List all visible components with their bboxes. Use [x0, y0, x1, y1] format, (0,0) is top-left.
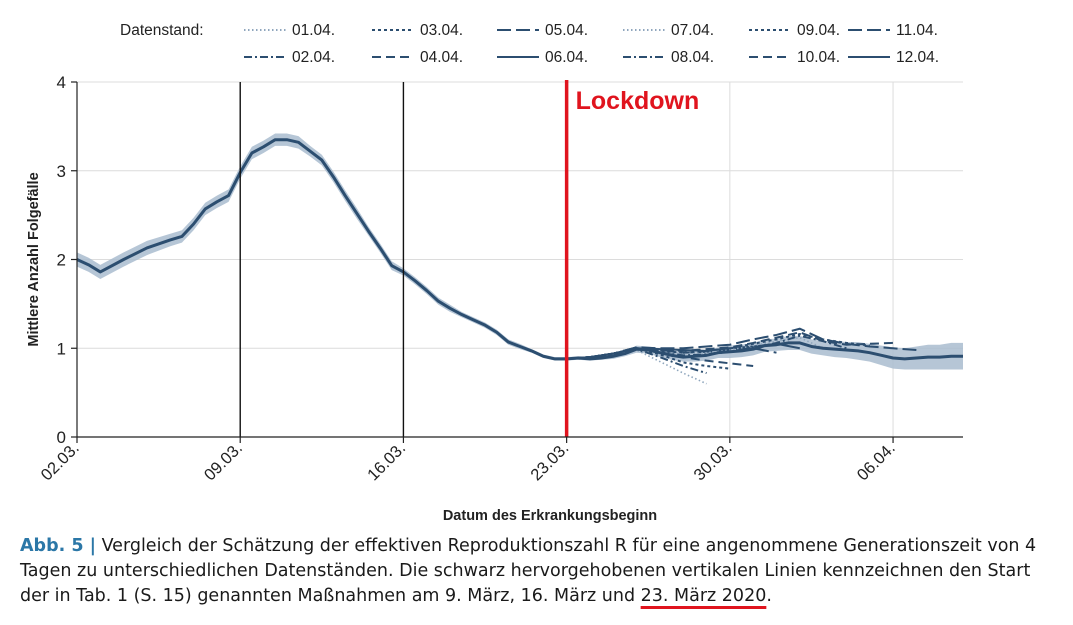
legend-label-12.04.: 12.04.	[896, 49, 939, 66]
lockdown-label: Lockdown	[576, 87, 700, 115]
series-line-08.04.	[566, 334, 847, 360]
x-tick-label: 09.03.	[201, 439, 246, 484]
main-series	[76, 138, 963, 361]
series-line-11.04.	[566, 327, 917, 360]
grid-lines	[76, 81, 963, 438]
caption-underlined-date: 23. März 2020	[640, 586, 767, 606]
caption-end: .	[766, 586, 772, 606]
caption-text: Vergleich der Schätzung der effektiven R…	[20, 536, 1037, 606]
series-line-07.04.	[566, 336, 824, 360]
y-tick-label: 3	[57, 162, 66, 181]
x-tick-label: 23.03.	[527, 439, 572, 484]
legend-label-01.04.: 01.04.	[292, 22, 335, 39]
y-tick-label: 4	[57, 73, 66, 92]
x-tick-label: 16.03.	[364, 439, 409, 484]
legend-label-08.04.: 08.04.	[671, 49, 714, 66]
series-line-03.04.	[566, 347, 730, 370]
x-tick-label: 30.03.	[691, 439, 736, 484]
x-axis-label: Datum des Erkrankungsbeginn	[443, 508, 657, 524]
legend-label-02.04.: 02.04.	[292, 49, 335, 66]
figure-caption: Abb. 5 | Vergleich der Schätzung der eff…	[20, 534, 1060, 609]
caption-label: Abb. 5 |	[20, 536, 96, 556]
confidence-band-area	[77, 133, 963, 370]
legend-title: Datenstand:	[120, 22, 204, 39]
y-tick-label: 1	[57, 339, 66, 358]
legend-label-09.04.: 09.04.	[797, 22, 840, 39]
y-tick-label: 2	[57, 251, 66, 270]
legend-label-06.04.: 06.04.	[545, 49, 588, 66]
legend: Datenstand: 01.04. 02.04. 03.04. 04.04. 05.04…	[120, 22, 939, 66]
intervention-lines: Lockdown	[239, 80, 700, 437]
series-line-12.04.	[76, 138, 963, 361]
y-tick-label: 0	[57, 428, 66, 447]
legend-label-10.04.: 10.04.	[797, 49, 840, 66]
x-tick-label: 06.04.	[854, 439, 899, 484]
legend-label-04.04.: 04.04.	[420, 49, 463, 66]
confidence-band	[77, 133, 963, 370]
legend-label-07.04.: 07.04.	[671, 22, 714, 39]
legend-label-11.04.: 11.04.	[896, 22, 938, 39]
y-axis-label: Mittlere Anzahl Folgefälle	[26, 172, 42, 346]
legend-label-03.04.: 03.04.	[420, 22, 463, 39]
legend-label-05.04.: 05.04.	[545, 22, 588, 39]
